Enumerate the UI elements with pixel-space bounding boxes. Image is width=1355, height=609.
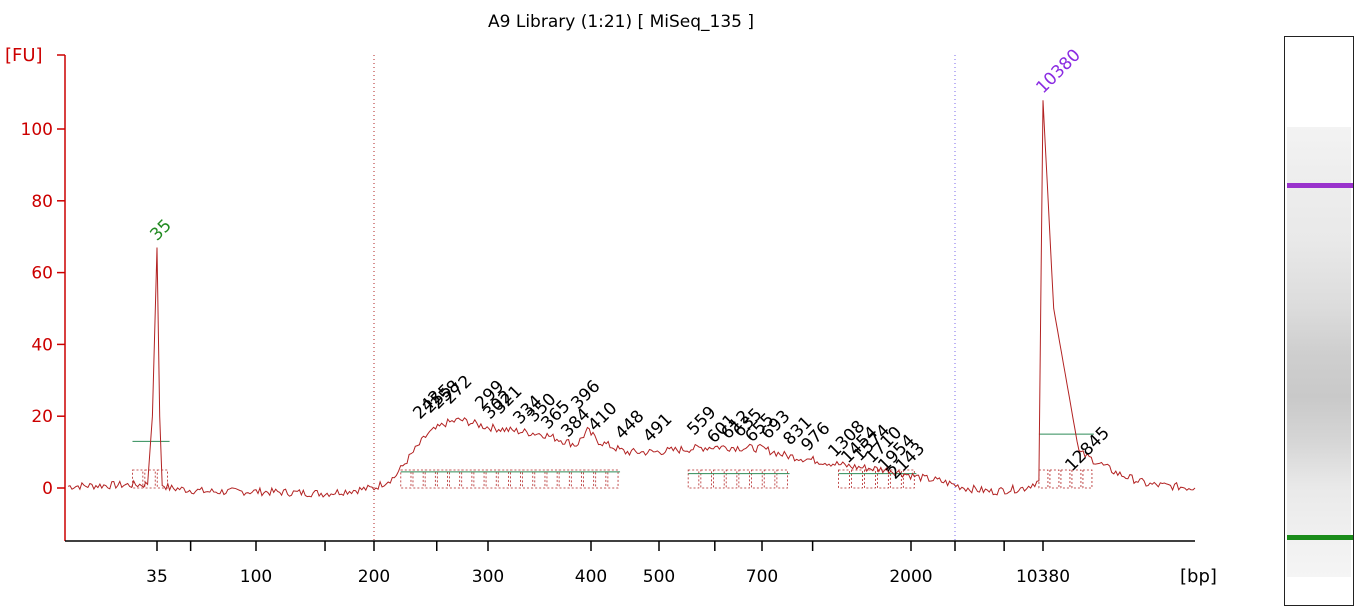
x-tick-label: 200: [358, 567, 390, 587]
integration-region: [1071, 469, 1082, 489]
gel-image: [1284, 36, 1354, 606]
integration-region: [1038, 469, 1049, 489]
x-tick-label: 10380: [1016, 567, 1070, 587]
integration-region: [876, 469, 889, 489]
integration-region: [1049, 469, 1060, 489]
x-axis-label: [bp]: [1180, 566, 1217, 587]
integration-region: [763, 469, 776, 489]
integration-region: [400, 469, 412, 489]
x-tick-label: 700: [746, 567, 778, 587]
y-tick-label: 0: [42, 479, 53, 499]
peak-label: 491: [639, 409, 676, 446]
marker-peak-label: 10380: [1032, 45, 1084, 97]
integration-region: [838, 469, 850, 489]
integration-region: [144, 469, 156, 489]
integration-region: [546, 469, 558, 489]
integration-region: [449, 469, 461, 489]
integration-region: [851, 469, 863, 489]
integration-region: [1060, 469, 1071, 489]
integration-region: [461, 469, 473, 489]
y-tick-label: 80: [31, 192, 53, 212]
y-tick-label: 60: [31, 264, 53, 284]
integration-region: [436, 469, 448, 489]
chart-title: A9 Library (1:21) [ MiSeq_135 ]: [488, 12, 754, 32]
y-tick-label: 100: [21, 120, 53, 140]
x-tick-label: 300: [472, 567, 504, 587]
integration-region: [889, 469, 902, 489]
integration-region: [1082, 469, 1093, 489]
integration-region: [776, 469, 788, 489]
integration-region: [738, 469, 750, 489]
integration-region: [522, 469, 534, 489]
integration-region: [473, 469, 485, 489]
integration-region: [725, 469, 738, 489]
electropherogram-chart: A9 Library (1:21) [ MiSeq_135 ] [FU] [bp…: [5, 12, 1217, 587]
y-axis-label: [FU]: [5, 45, 43, 66]
signal-trace: [67, 100, 1196, 498]
integration-region: [751, 469, 763, 489]
integration-region: [156, 469, 168, 489]
integration-region: [132, 469, 144, 489]
integration-region: [583, 469, 595, 489]
gel-upper-marker-band: [1287, 183, 1353, 188]
y-tick-label: 20: [31, 407, 53, 427]
y-tick-label: 40: [31, 335, 53, 355]
x-tick-label: 400: [575, 567, 607, 587]
integration-region: [700, 469, 712, 489]
integration-region: [412, 469, 424, 489]
x-tick-label: 35: [146, 567, 168, 587]
integration-region: [558, 469, 570, 489]
integration-region: [534, 469, 546, 489]
gel-lower-marker-band: [1287, 535, 1353, 540]
x-tick-label: 100: [240, 567, 272, 587]
x-tick-label: 2000: [889, 567, 932, 587]
marker-peak-label: 35: [146, 216, 175, 245]
integration-region: [713, 469, 725, 489]
integration-region: [424, 469, 436, 489]
integration-region: [864, 469, 876, 489]
integration-region: [902, 469, 915, 489]
integration-region: [595, 469, 607, 489]
integration-region: [510, 469, 522, 489]
integration-region: [570, 469, 582, 489]
integration-region: [485, 469, 497, 489]
x-tick-label: 500: [643, 567, 675, 587]
integration-region: [497, 469, 509, 489]
integration-region: [607, 469, 619, 489]
gel-lane: [1287, 127, 1351, 577]
integration-region: [687, 469, 700, 489]
peak-label: 12845: [1061, 423, 1113, 475]
